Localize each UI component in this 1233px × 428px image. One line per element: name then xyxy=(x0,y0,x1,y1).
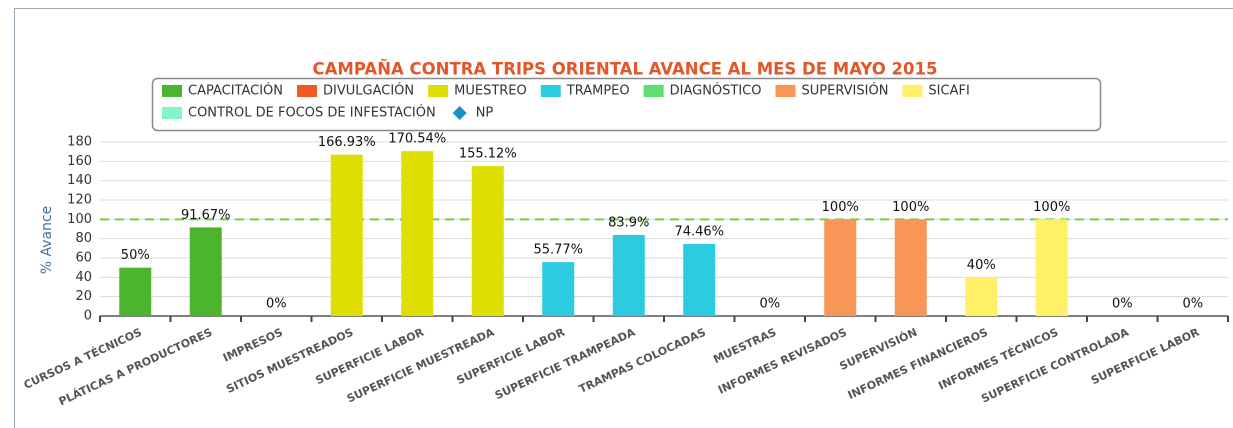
legend-label: DIAGNÓSTICO xyxy=(670,83,762,99)
legend-symbol xyxy=(643,85,664,97)
x-tick-label: TRAMPAS COLOCADAS xyxy=(577,326,708,396)
data-label: 100% xyxy=(1033,200,1070,215)
legend-label: CONTROL DE FOCOS DE INFESTACIÓN xyxy=(188,105,436,121)
legend-box xyxy=(151,77,1102,132)
data-label: 100% xyxy=(892,200,929,215)
bar xyxy=(401,151,434,316)
bar xyxy=(612,234,645,316)
y-tick-label: 0 xyxy=(84,309,92,324)
legend-label: CAPACITACIÓN xyxy=(188,83,283,99)
x-tick-label: CURSOS A TÉCNICOS xyxy=(22,326,144,392)
y-tick-label: 180 xyxy=(67,135,92,150)
bar xyxy=(824,219,857,316)
legend-label: NP xyxy=(476,106,494,121)
data-label: 91.67% xyxy=(181,208,231,223)
y-axis-title: % Avance xyxy=(39,206,55,275)
y-tick-label: 120 xyxy=(67,193,92,208)
legend-label: SICAFI xyxy=(928,84,969,99)
legend-label: TRAMPEO xyxy=(566,84,630,99)
bar xyxy=(683,244,716,316)
data-label: 40% xyxy=(967,258,996,273)
legend-label: SUPERVISIÓN xyxy=(802,83,889,99)
x-tick-label: INFORMES TÉCNICOS xyxy=(936,326,1060,393)
legend-label: MUESTREO xyxy=(454,84,527,99)
legend-symbol xyxy=(162,85,182,97)
data-label: 0% xyxy=(1182,297,1203,312)
legend-symbol xyxy=(902,85,923,97)
y-tick-label: 20 xyxy=(75,289,92,304)
bar xyxy=(471,166,504,316)
y-tick-label: 160 xyxy=(67,154,92,169)
bar xyxy=(330,154,363,316)
data-label: 170.54% xyxy=(388,132,446,147)
data-label: 74.46% xyxy=(674,225,724,240)
bar xyxy=(189,227,222,316)
legend-symbol xyxy=(297,85,318,97)
y-tick-label: 80 xyxy=(75,231,92,246)
data-label: 0% xyxy=(759,297,780,312)
bar xyxy=(1035,219,1068,316)
y-tick-label: 100 xyxy=(67,212,92,227)
y-tick-label: 60 xyxy=(75,251,92,266)
legend-symbol xyxy=(452,106,467,120)
legend-symbol xyxy=(428,85,449,97)
legend-symbol xyxy=(162,107,182,119)
bar xyxy=(894,219,927,316)
frame xyxy=(14,8,1233,428)
data-label: 0% xyxy=(266,297,287,312)
legend-symbol xyxy=(540,85,561,97)
bar xyxy=(119,267,152,316)
bar xyxy=(965,277,998,316)
data-label: 100% xyxy=(822,200,859,215)
x-tick-label: INFORMES REVISADOS xyxy=(716,326,849,397)
bar xyxy=(542,262,575,316)
data-label: 166.93% xyxy=(318,135,376,150)
data-label: 155.12% xyxy=(459,147,517,162)
legend-label: DIVULGACIÓN xyxy=(323,83,414,99)
y-tick-label: 140 xyxy=(67,173,92,188)
legend-symbol xyxy=(775,85,796,97)
data-label: 0% xyxy=(1112,297,1133,312)
chart-title: CAMPAÑA CONTRA TRIPS ORIENTAL AVANCE AL … xyxy=(313,60,938,79)
y-tick-label: 40 xyxy=(75,270,92,285)
data-label: 83.9% xyxy=(608,215,649,230)
data-label: 55.77% xyxy=(533,243,583,258)
x-tick-label: IMPRESOS xyxy=(221,326,285,365)
x-tick-label: SITIOS MUESTREADOS xyxy=(224,326,355,396)
data-label: 50% xyxy=(121,248,150,263)
